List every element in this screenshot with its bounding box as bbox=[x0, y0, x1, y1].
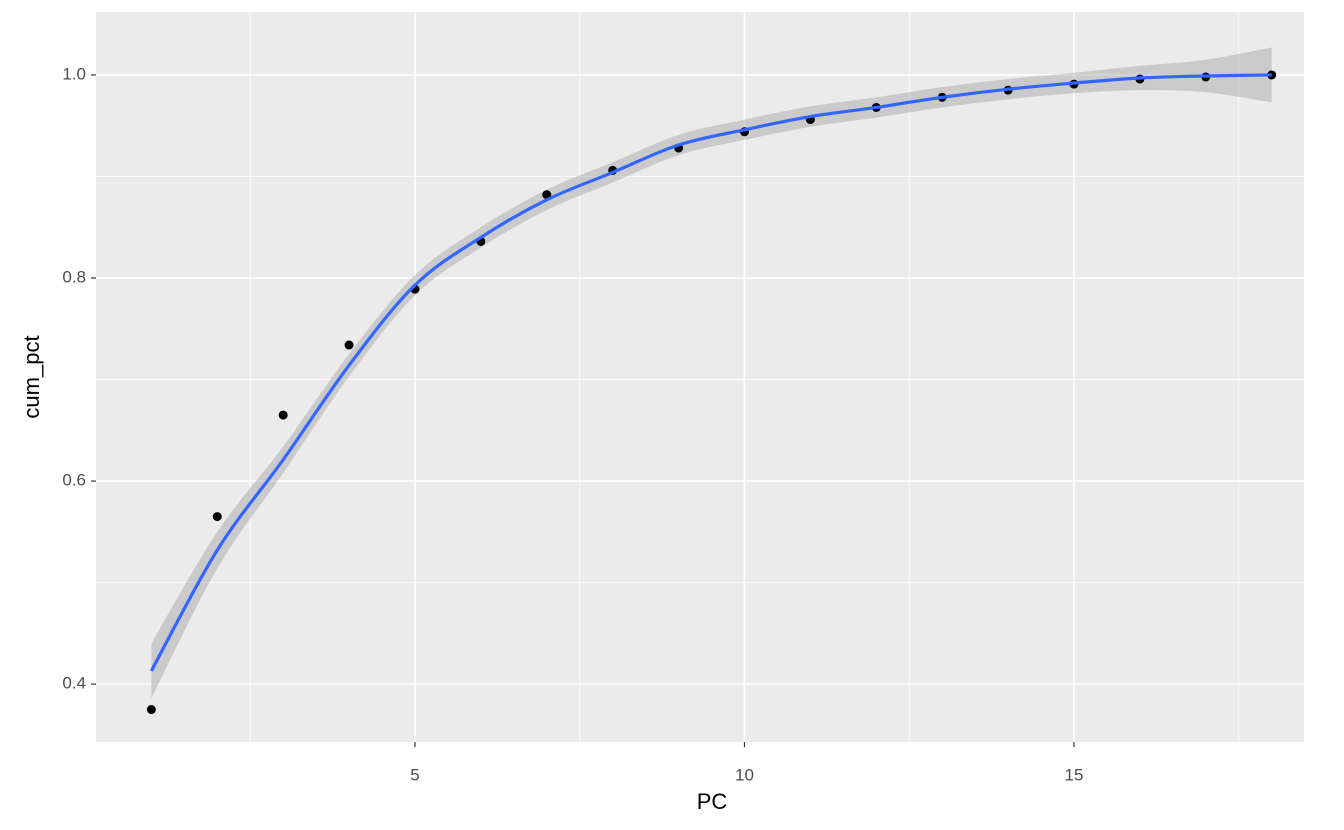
y-axis-title: cum_pct bbox=[19, 335, 44, 418]
x-tick-label: 5 bbox=[410, 765, 419, 784]
y-tick-label: 0.4 bbox=[62, 674, 86, 693]
y-tick-label: 0.6 bbox=[62, 471, 86, 490]
y-tick-label: 0.8 bbox=[62, 267, 86, 286]
smooth-line bbox=[149, 73, 1272, 672]
x-tick-label: 15 bbox=[1065, 765, 1084, 784]
x-axis-title: PC bbox=[697, 789, 728, 814]
point bbox=[212, 512, 222, 522]
point bbox=[344, 340, 354, 350]
x-tick-label: 10 bbox=[735, 765, 754, 784]
panel bbox=[96, 12, 1304, 742]
y-tick-label: 1.0 bbox=[62, 64, 86, 83]
point bbox=[146, 705, 156, 715]
point bbox=[278, 410, 288, 420]
